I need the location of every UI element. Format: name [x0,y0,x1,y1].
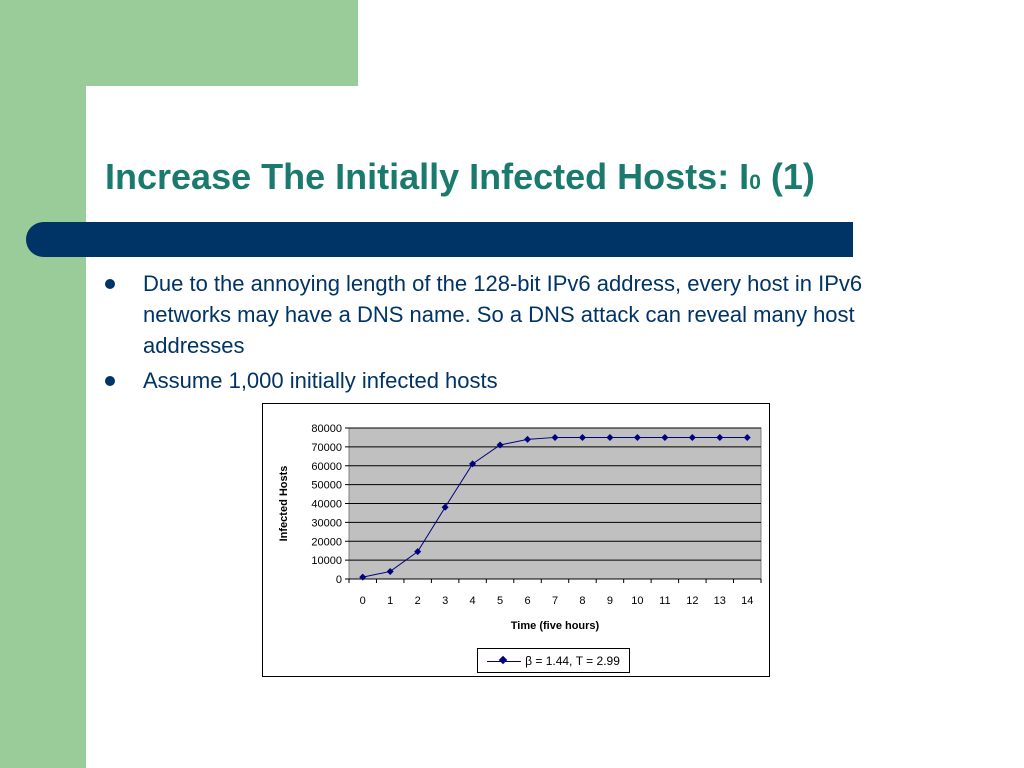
x-tick-label: 0 [360,595,366,607]
y-tick-label: 10000 [311,555,342,567]
x-tick-label: 14 [741,595,753,607]
y-tick-label: 0 [336,574,342,586]
legend-marker-icon [487,656,522,666]
slide-title-main: Increase The Initially Infected Hosts: I [105,156,750,197]
data-point-marker [441,503,449,511]
data-point-marker [606,433,614,441]
green-left-band [0,0,86,768]
slide-title-suffix: (1) [760,156,815,197]
data-point-marker [524,435,532,443]
slide-title-subscript: 0 [749,171,761,194]
x-tick-label: 5 [497,595,503,607]
x-tick-label: 1 [387,595,393,607]
slide-title: Increase The Initially Infected Hosts: I… [105,156,815,198]
title-underline-bar [26,222,853,257]
y-tick-label: 80000 [311,423,342,435]
x-axis-label: Time (five hours) [511,620,600,632]
y-tick-label: 30000 [311,517,342,529]
data-point-marker [688,433,696,441]
series-layer [359,433,751,581]
y-tick-label: 50000 [311,480,342,492]
x-tick-label: 10 [631,595,643,607]
data-point-marker [578,433,586,441]
x-tick-label: 2 [415,595,421,607]
x-tick-label: 4 [470,595,476,607]
data-point-marker [743,433,751,441]
data-point-marker [386,567,394,575]
chart-legend: β = 1.44, T = 2.99 [477,648,630,673]
y-axis-label: Infected Hosts [278,466,290,542]
line-chart: 0 10000 20000 30000 40000 50000 60000 70000 8000… [278,423,762,632]
y-tick-label: 40000 [311,499,342,511]
x-axis-ticks: 0 1 2 3 4 5 6 7 8 9 10 11 12 13 14 [348,578,762,607]
data-point-marker [633,433,641,441]
y-tick-label: 20000 [311,536,342,548]
data-point-marker [359,573,367,581]
data-point-marker [661,433,669,441]
data-point-marker [551,433,559,441]
data-point-marker [469,460,477,468]
bullet-item: Due to the annoying length of the 128-bi… [105,268,935,361]
x-tick-label: 13 [714,595,726,607]
data-point-marker [496,441,504,449]
legend-label: β = 1.44, T = 2.99 [525,653,620,668]
x-tick-label: 8 [579,595,585,607]
x-tick-label: 11 [659,595,670,607]
data-point-marker [414,548,422,556]
chart-container: 0 10000 20000 30000 40000 50000 60000 70000 8000… [262,403,770,677]
bullet-item: Assume 1,000 initially infected hosts [105,365,935,396]
x-tick-label: 7 [552,595,558,607]
x-tick-label: 3 [442,595,448,607]
x-tick-label: 6 [524,595,530,607]
x-tick-label: 9 [607,595,613,607]
data-point-marker [716,433,724,441]
x-tick-label: 12 [686,595,698,607]
y-tick-label: 60000 [311,461,342,473]
bullet-list: Due to the annoying length of the 128-bi… [105,268,935,400]
y-tick-label: 70000 [311,442,342,454]
y-axis-ticks: 0 10000 20000 30000 40000 50000 60000 70000 8000… [311,423,349,586]
